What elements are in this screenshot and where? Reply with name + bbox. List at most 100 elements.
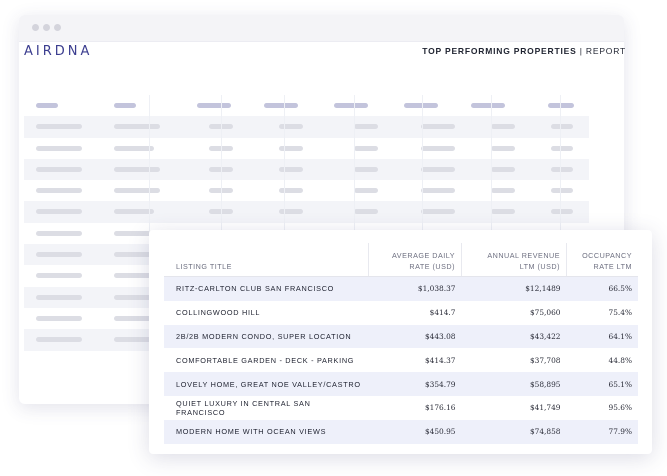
- placeholder-bar: [354, 124, 378, 130]
- table-header-row: LISTING TITLE AVERAGE DAILY RATE (USD) AN…: [164, 243, 638, 277]
- average-daily-rate-cell: $414.7: [429, 308, 456, 318]
- placeholder-bar: [421, 124, 455, 130]
- placeholder-bar: [354, 188, 378, 194]
- placeholder-bar: [548, 103, 574, 108]
- occupancy-rate-cell: 75.4%: [608, 308, 632, 318]
- placeholder-bar: [36, 294, 82, 300]
- occupancy-rate-cell: 44.8%: [608, 355, 632, 365]
- placeholder-bar: [421, 145, 455, 151]
- placeholder-bar: [36, 188, 82, 194]
- window-control-dot[interactable]: [43, 24, 50, 31]
- window-control-dot[interactable]: [32, 24, 39, 31]
- table-row[interactable]: LOVELY HOME, GREAT NOE VALLEY/CASTRO $354…: [164, 372, 638, 396]
- table-row[interactable]: COMFORTABLE GARDEN - DECK - PARKING $414.…: [164, 348, 638, 372]
- placeholder-bar: [279, 145, 303, 151]
- window-control-dot[interactable]: [54, 24, 61, 31]
- placeholder-row: [24, 201, 589, 223]
- placeholder-bar: [264, 103, 298, 108]
- placeholder-bar: [114, 230, 160, 236]
- placeholder-bar: [551, 188, 573, 194]
- placeholder-bar: [551, 166, 573, 172]
- window-titlebar: [19, 15, 624, 42]
- annual-revenue-cell: $43,422: [461, 324, 567, 349]
- page-title: TOP PERFORMING PROPERTIES | REPORT: [422, 46, 626, 56]
- placeholder-bar: [36, 124, 82, 130]
- placeholder-bar: [471, 103, 505, 108]
- placeholder-bar: [114, 273, 154, 279]
- placeholder-bar: [491, 188, 515, 194]
- placeholder-row: [24, 158, 589, 181]
- placeholder-column-divider: [422, 95, 423, 361]
- placeholder-bar: [354, 166, 378, 172]
- placeholder-row: [24, 116, 589, 138]
- top-properties-table: LISTING TITLE AVERAGE DAILY RATE (USD) AN…: [164, 243, 638, 444]
- placeholder-bar: [36, 315, 82, 321]
- column-header-occupancy-rate[interactable]: OCCUPANCY RATE LTM: [566, 243, 638, 277]
- table-row[interactable]: COLLINGWOOD HILL $414.7 $75,060 75.4%: [164, 301, 638, 325]
- placeholder-bar: [114, 188, 160, 194]
- listing-title-cell: LOVELY HOME, GREAT NOE VALLEY/CASTRO: [164, 372, 369, 396]
- listing-title-cell: COLLINGWOOD HILL: [176, 308, 261, 318]
- placeholder-bar: [36, 103, 58, 108]
- placeholder-bar: [114, 124, 160, 130]
- report-title-light: REPORT: [585, 46, 626, 56]
- placeholder-column-divider: [149, 95, 150, 361]
- placeholder-row: [24, 180, 589, 201]
- table-row[interactable]: 2B/2B MODERN CONDO, SUPER LOCATION $443.0…: [164, 324, 638, 349]
- report-title-bold: TOP PERFORMING PROPERTIES: [422, 46, 577, 56]
- placeholder-column-divider: [354, 95, 355, 361]
- placeholder-bar: [36, 145, 82, 151]
- placeholder-bar: [551, 209, 573, 215]
- table-row[interactable]: RITZ-CARLTON CLUB SAN FRANCISCO $1,038.37…: [164, 276, 638, 301]
- placeholder-bar: [421, 166, 455, 172]
- average-daily-rate-cell: $450.95: [368, 419, 462, 444]
- listing-title-cell: 2B/2B MODERN CONDO, SUPER LOCATION: [164, 324, 369, 349]
- placeholder-row: [24, 265, 589, 286]
- average-daily-rate-cell: $354.79: [368, 372, 462, 396]
- placeholder-bar: [279, 209, 303, 215]
- placeholder-bar: [114, 145, 154, 151]
- listing-title-cell: QUIET LUXURY IN CENTRAL SAN FRANCISCO: [176, 398, 311, 417]
- placeholder-bar: [551, 124, 573, 130]
- column-header-annual-revenue[interactable]: ANNUAL REVENUE LTM (USD): [461, 243, 567, 277]
- placeholder-bar: [114, 103, 136, 108]
- placeholder-bar: [114, 166, 160, 172]
- average-daily-rate-cell: $443.08: [368, 324, 462, 349]
- placeholder-bar: [551, 145, 573, 151]
- placeholder-bar: [36, 273, 82, 279]
- listing-title-cell: MODERN HOME WITH OCEAN VIEWS: [164, 419, 369, 444]
- placeholder-bar: [279, 188, 303, 194]
- average-daily-rate-cell: $414.37: [424, 355, 456, 365]
- placeholder-bar: [404, 103, 438, 108]
- placeholder-bar: [197, 103, 231, 108]
- placeholder-bar: [334, 103, 368, 108]
- occupancy-rate-cell: 64.1%: [566, 324, 638, 349]
- placeholder-bar: [354, 209, 378, 215]
- top-properties-card: LISTING TITLE AVERAGE DAILY RATE (USD) AN…: [149, 230, 652, 454]
- placeholder-row: [24, 138, 589, 159]
- table-row[interactable]: QUIET LUXURY IN CENTRAL SAN FRANCISCO $17…: [164, 396, 638, 420]
- placeholder-column-divider: [221, 95, 222, 361]
- placeholder-bar: [114, 294, 160, 300]
- placeholder-bar: [354, 145, 378, 151]
- column-header-average-daily-rate[interactable]: AVERAGE DAILY RATE (USD): [368, 243, 462, 277]
- occupancy-rate-cell: 77.9%: [566, 419, 638, 444]
- placeholder-bar: [36, 252, 82, 258]
- placeholder-bar: [421, 209, 455, 215]
- airdna-logo: AIRDNA: [24, 44, 93, 59]
- annual-revenue-cell: $41,749: [529, 403, 561, 413]
- placeholder-bar: [36, 337, 82, 343]
- listing-title-cell: RITZ-CARLTON CLUB SAN FRANCISCO: [164, 276, 369, 301]
- annual-revenue-cell: $12,1489: [461, 276, 567, 301]
- column-header-listing-title[interactable]: LISTING TITLE: [164, 243, 369, 277]
- placeholder-bar: [491, 209, 515, 215]
- placeholder-bar: [421, 188, 455, 194]
- placeholder-row: [24, 308, 589, 329]
- table-row[interactable]: MODERN HOME WITH OCEAN VIEWS $450.95 $74,8…: [164, 419, 638, 444]
- average-daily-rate-cell: $176.16: [424, 403, 456, 413]
- placeholder-bar: [279, 124, 303, 130]
- placeholder-bar: [279, 166, 303, 172]
- placeholder-bar: [491, 166, 515, 172]
- annual-revenue-cell: $75,060: [529, 308, 561, 318]
- average-daily-rate-cell: $1,038.37: [368, 276, 462, 301]
